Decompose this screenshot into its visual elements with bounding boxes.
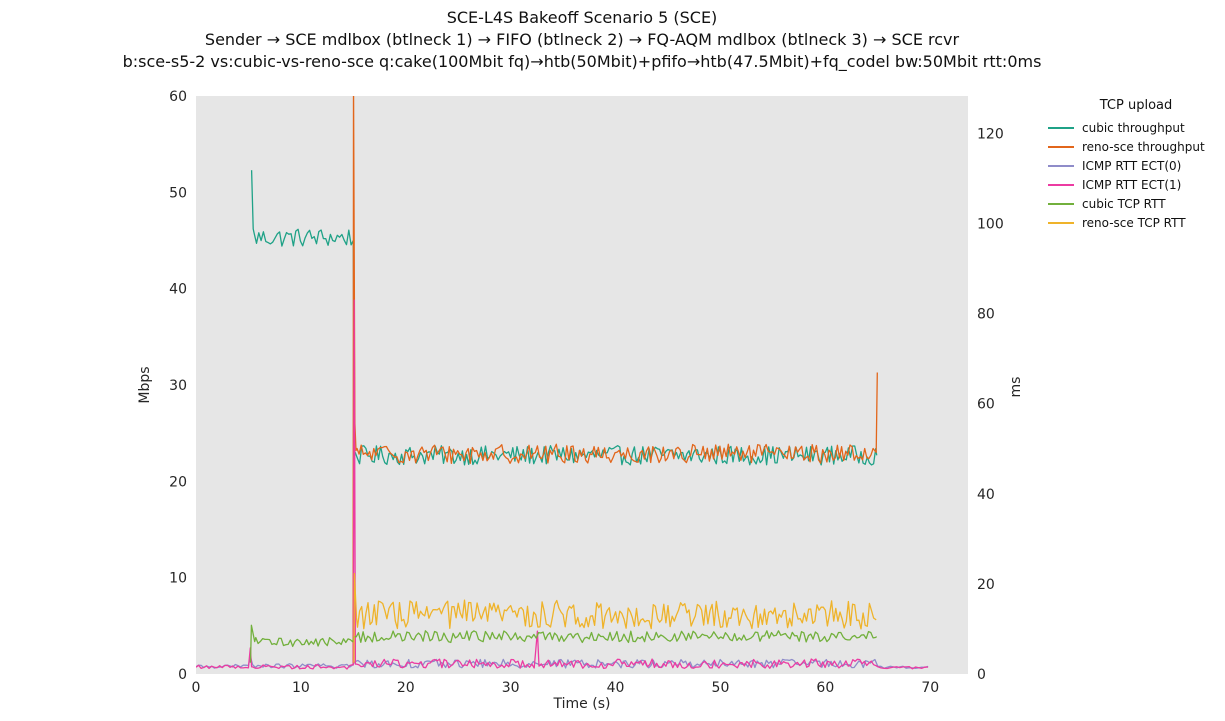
- series-line-cubic-tcp-rtt: [249, 624, 878, 663]
- y-right-tick-label: 100: [977, 216, 1004, 232]
- legend: TCP upload cubic throughput reno-sce thro…: [1048, 98, 1224, 232]
- legend-line-swatch: [1048, 221, 1074, 224]
- legend-entry: ICMP RTT ECT(0): [1048, 156, 1224, 175]
- x-tick-label: 20: [397, 680, 415, 696]
- y-left-tick-label: 20: [169, 474, 187, 490]
- x-tick-label: 40: [607, 680, 625, 696]
- y-left-tick-label: 40: [169, 282, 187, 298]
- series-line-icmp-rtt-ect-0-: [196, 656, 929, 669]
- legend-entry-label: reno-sce TCP RTT: [1082, 215, 1186, 230]
- legend-entry: cubic throughput: [1048, 118, 1224, 137]
- legend-line-swatch: [1048, 183, 1074, 186]
- y-left-tick-label: 30: [169, 378, 187, 394]
- series-line-reno-sce-tcp-rtt: [353, 572, 877, 663]
- x-tick-label: 70: [921, 680, 939, 696]
- y-right-tick-label: 20: [977, 577, 995, 593]
- series-line-cubic-throughput: [250, 170, 878, 466]
- legend-entry: reno-sce throughput: [1048, 137, 1224, 156]
- legend-entry-label: cubic TCP RTT: [1082, 196, 1166, 211]
- x-axis-label: Time (s): [553, 696, 611, 712]
- legend-line-swatch: [1048, 145, 1074, 148]
- y-right-tick-label: 40: [977, 487, 995, 503]
- legend-line-swatch: [1048, 126, 1074, 129]
- legend-line-swatch: [1048, 164, 1074, 167]
- chart-titles: SCE-L4S Bakeoff Scenario 5 (SCE) Sender …: [0, 7, 1164, 73]
- legend-entry-label: reno-sce throughput: [1082, 139, 1205, 154]
- y-axis-label-right: ms: [1008, 376, 1024, 398]
- chart-title: SCE-L4S Bakeoff Scenario 5 (SCE): [446, 8, 718, 27]
- y-left-tick-label: 60: [169, 89, 187, 105]
- legend-line-swatch: [1048, 202, 1074, 205]
- plot-area: [196, 96, 968, 674]
- legend-entry-label: ICMP RTT ECT(0): [1082, 158, 1182, 173]
- y-right-tick-label: 0: [977, 667, 986, 683]
- x-tick-label: 30: [502, 680, 520, 696]
- x-tick-label: 60: [816, 680, 834, 696]
- legend-entry: reno-sce TCP RTT: [1048, 213, 1224, 232]
- legend-entry: cubic TCP RTT: [1048, 194, 1224, 213]
- legend-entries: cubic throughput reno-sce throughput ICMP …: [1048, 118, 1224, 232]
- chart-subtitle-params: b:sce-s5-2 vs:cubic-vs-reno-sce q:cake(1…: [122, 52, 1042, 71]
- y-axis-label-left: Mbps: [137, 366, 153, 404]
- legend-entry-label: ICMP RTT ECT(1): [1082, 177, 1182, 192]
- x-tick-label: 0: [192, 680, 201, 696]
- legend-entry: ICMP RTT ECT(1): [1048, 175, 1224, 194]
- y-right-tick-label: 80: [977, 307, 995, 323]
- y-left-tick-label: 0: [178, 667, 187, 683]
- x-tick-label: 50: [712, 680, 730, 696]
- y-right-tick-label: 60: [977, 397, 995, 413]
- series-line-icmp-rtt-ect-1-: [196, 299, 929, 670]
- y-right-tick-label: 120: [977, 126, 1004, 142]
- y-left-tick-label: 10: [169, 571, 187, 587]
- series-line-reno-sce-throughput: [352, 96, 878, 665]
- legend-entry-label: cubic throughput: [1082, 120, 1185, 135]
- x-tick-label: 10: [292, 680, 310, 696]
- y-left-tick-label: 50: [169, 185, 187, 201]
- legend-title: TCP upload: [1099, 98, 1173, 113]
- chart-subtitle-topology: Sender → SCE mdlbox (btlneck 1) → FIFO (…: [204, 30, 960, 49]
